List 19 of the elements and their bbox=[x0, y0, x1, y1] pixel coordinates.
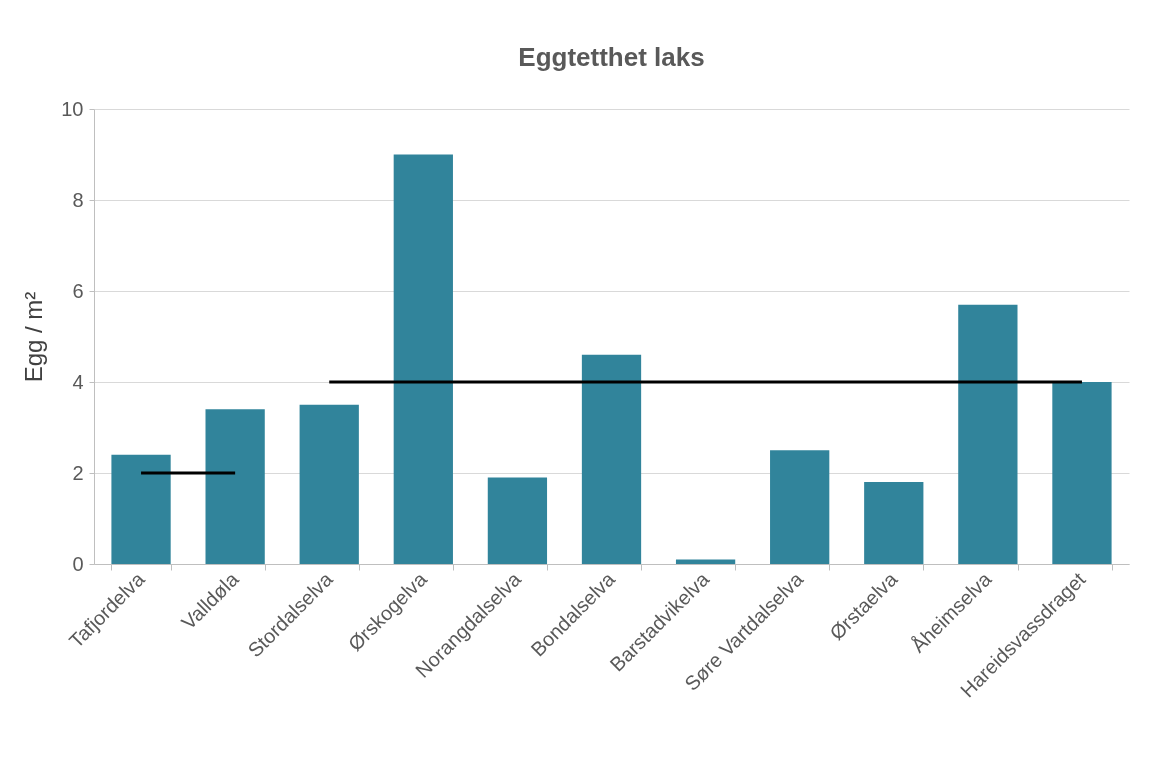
y-tick-label: 2 bbox=[72, 461, 84, 484]
y-axis-title: Egg / m² bbox=[20, 291, 48, 383]
bar bbox=[864, 482, 924, 564]
bar bbox=[1052, 382, 1112, 564]
y-tick-label: 6 bbox=[72, 279, 84, 302]
y-tick-label: 8 bbox=[72, 188, 84, 211]
y-tick-label: 4 bbox=[72, 370, 84, 393]
bar bbox=[299, 404, 359, 564]
bar bbox=[487, 477, 548, 564]
y-tick-label: 10 bbox=[61, 97, 84, 120]
y-tick-label: 0 bbox=[72, 552, 84, 575]
bar bbox=[205, 409, 265, 564]
bar bbox=[770, 450, 830, 564]
bar bbox=[581, 354, 642, 564]
bar bbox=[111, 454, 171, 564]
bar bbox=[393, 154, 453, 564]
chart-title: Eggtetthet laks bbox=[518, 42, 705, 72]
bar bbox=[675, 559, 736, 564]
bar bbox=[958, 304, 1018, 564]
